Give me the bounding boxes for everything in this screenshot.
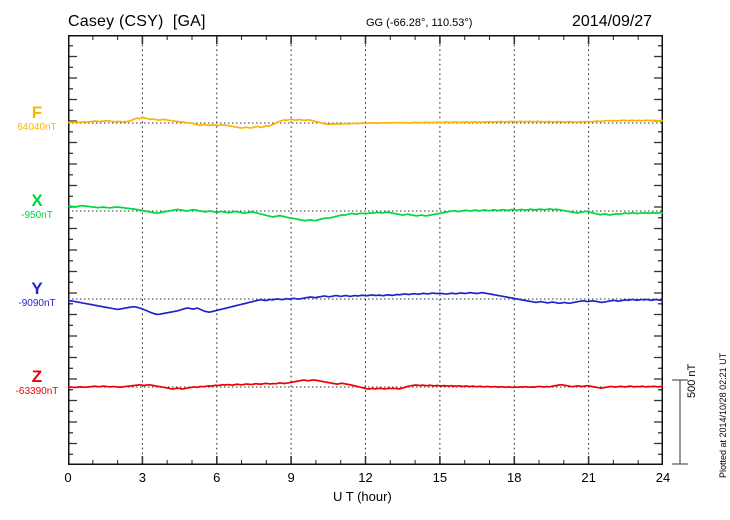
- trace-symbol-z: Z: [31, 367, 43, 386]
- trace-label-y: Y -9090nT: [8, 280, 66, 310]
- trace-baseline-x: -950nT: [21, 210, 53, 221]
- scale-bar-label: 500 nT: [686, 363, 698, 398]
- x-tick-label: 18: [507, 470, 522, 485]
- trace-y: [68, 291, 663, 316]
- trace-f: [68, 116, 663, 129]
- page-title: Casey (CSY) [GA]: [68, 13, 206, 30]
- x-tick-label: 12: [358, 470, 373, 485]
- trace-baseline-z: -63390nT: [15, 386, 59, 397]
- trace-symbol-x: X: [31, 191, 43, 210]
- x-axis-title: U T (hour): [333, 489, 392, 504]
- geographic-coordinates: GG (-66.28°, 110.53°): [366, 17, 473, 29]
- x-tick-label: 0: [64, 470, 72, 485]
- trace-symbol-f: F: [31, 103, 43, 122]
- x-tick-label: 3: [138, 470, 146, 485]
- trace-baseline-y: -9090nT: [18, 298, 56, 309]
- x-tick-label: 15: [432, 470, 448, 485]
- plot-canvas: [68, 35, 663, 465]
- x-tick-label: 9: [287, 470, 295, 485]
- x-tick-label: 6: [213, 470, 221, 485]
- plot-frame: [68, 35, 663, 465]
- x-tick-label: 21: [581, 470, 596, 485]
- trace-label-x: X -950nT: [8, 192, 66, 222]
- scale-bar: [672, 379, 688, 465]
- trace-x: [68, 204, 663, 222]
- trace-z: [68, 379, 663, 390]
- x-tick-label: 24: [655, 470, 671, 485]
- trace-label-z: Z -63390nT: [8, 368, 66, 398]
- trace-label-f: F 64040nT: [8, 104, 66, 134]
- trace-baseline-f: 64040nT: [17, 122, 57, 133]
- trace-symbol-y: Y: [31, 279, 43, 298]
- observation-date: 2014/09/27: [572, 13, 653, 30]
- magnetogram-plot: [68, 35, 663, 465]
- plotted-at-timestamp: Plotted at 2014/10/28 02:21 UT: [718, 352, 728, 478]
